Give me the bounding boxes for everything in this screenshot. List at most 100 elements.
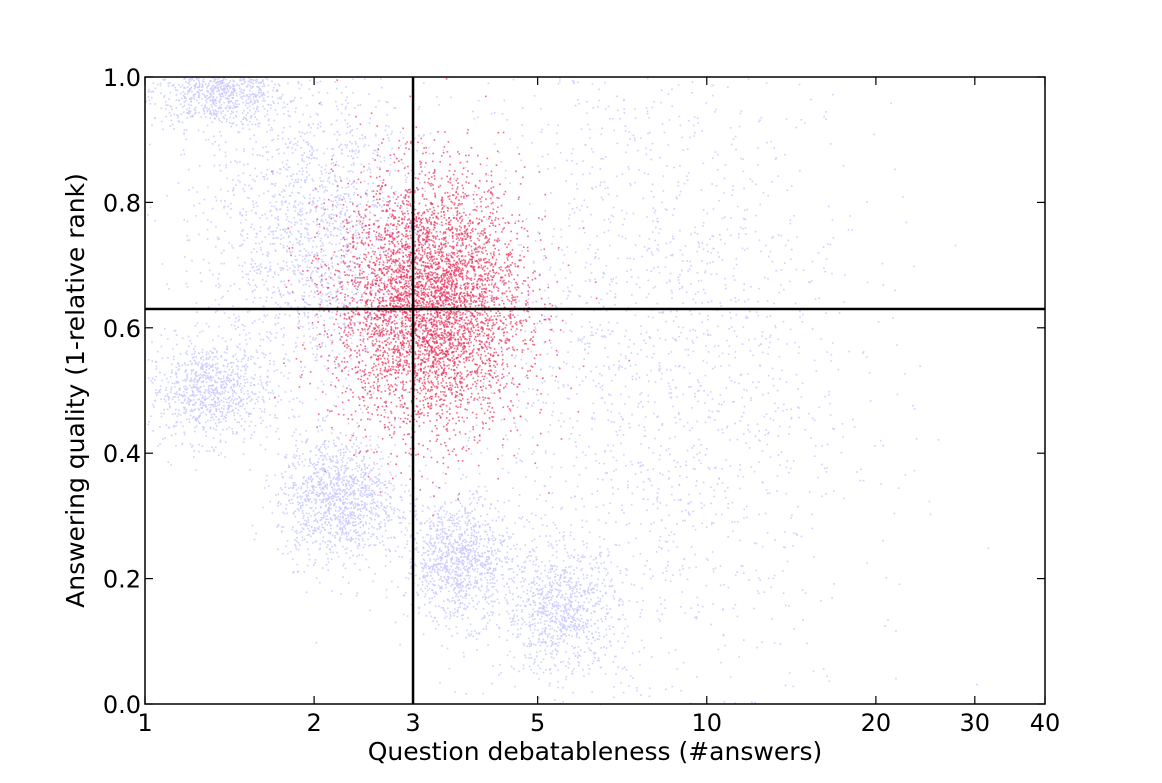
data-point (464, 530, 466, 533)
data-point (189, 395, 191, 397)
data-point (437, 624, 440, 626)
data-point (550, 568, 552, 571)
data-point (446, 647, 449, 650)
data-point (261, 396, 264, 398)
data-point (385, 596, 388, 599)
data-point (223, 370, 225, 373)
data-point (246, 94, 248, 96)
data-point (291, 477, 293, 479)
data-point (318, 525, 321, 528)
data-point (528, 643, 530, 645)
data-point (317, 461, 319, 463)
data-point (343, 303, 345, 306)
data-point (183, 101, 186, 103)
data-point (428, 567, 431, 570)
data-point (331, 519, 333, 521)
data-point (426, 520, 428, 522)
data-point (538, 597, 541, 599)
data-point (307, 527, 309, 530)
data-point (434, 584, 436, 586)
data-point (369, 544, 372, 546)
data-point (583, 651, 586, 653)
data-point (292, 484, 295, 486)
data-point (284, 486, 287, 488)
data-point (361, 504, 363, 506)
data-point (534, 601, 536, 604)
data-point (555, 527, 558, 530)
data-point (331, 546, 333, 548)
data-point (331, 486, 333, 488)
data-point (476, 492, 478, 494)
data-point (320, 530, 323, 532)
data-point (582, 624, 585, 627)
data-point (296, 450, 298, 452)
data-point (536, 558, 538, 561)
data-point (459, 603, 461, 605)
data-point (573, 592, 576, 594)
data-point (458, 551, 461, 554)
data-point (442, 608, 445, 611)
data-point (219, 131, 221, 133)
data-point (341, 531, 344, 533)
data-point (354, 518, 356, 520)
data-point (541, 580, 544, 582)
data-point (481, 573, 483, 576)
data-point (168, 426, 171, 429)
data-point (225, 359, 228, 361)
data-point (376, 206, 378, 208)
data-point (551, 603, 554, 605)
data-point (528, 613, 531, 616)
data-point (451, 583, 453, 586)
data-point (359, 535, 362, 537)
data-point (145, 100, 147, 103)
data-point (388, 515, 390, 517)
data-point (464, 595, 466, 597)
data-point (535, 672, 538, 675)
data-point (291, 408, 294, 411)
data-point (432, 522, 435, 525)
data-point (390, 473, 392, 476)
data-point (332, 487, 334, 490)
data-point (250, 87, 253, 89)
data-point (571, 616, 574, 618)
data-point (557, 644, 559, 647)
data-point (303, 482, 306, 485)
data-point (378, 525, 381, 528)
data-point (325, 553, 328, 555)
data-point (296, 537, 298, 539)
data-point (576, 559, 579, 562)
data-point (183, 391, 185, 393)
data-point (472, 526, 475, 528)
data-point (320, 219, 322, 222)
data-point (398, 517, 401, 519)
data-point (358, 447, 360, 449)
data-point (266, 335, 268, 338)
data-point (188, 401, 190, 404)
data-point (253, 393, 256, 396)
data-point (472, 599, 474, 602)
data-point (343, 454, 345, 457)
data-point (536, 651, 538, 654)
data-point (417, 606, 420, 609)
data-point (586, 574, 588, 577)
data-point (484, 563, 487, 566)
data-point (273, 86, 275, 89)
data-point (358, 534, 360, 537)
data-point (215, 410, 218, 413)
data-point (215, 416, 217, 418)
data-point (189, 88, 191, 90)
data-point (365, 472, 367, 474)
data-point (241, 418, 243, 420)
data-point (311, 525, 313, 528)
data-point (544, 627, 547, 629)
data-point (316, 527, 319, 529)
data-point (441, 557, 443, 559)
data-point (303, 475, 305, 478)
data-point (457, 561, 460, 563)
data-point (186, 108, 188, 111)
data-point (334, 478, 337, 480)
data-point (376, 478, 379, 480)
data-point (549, 621, 552, 623)
data-point (452, 530, 455, 532)
data-point (462, 614, 464, 616)
